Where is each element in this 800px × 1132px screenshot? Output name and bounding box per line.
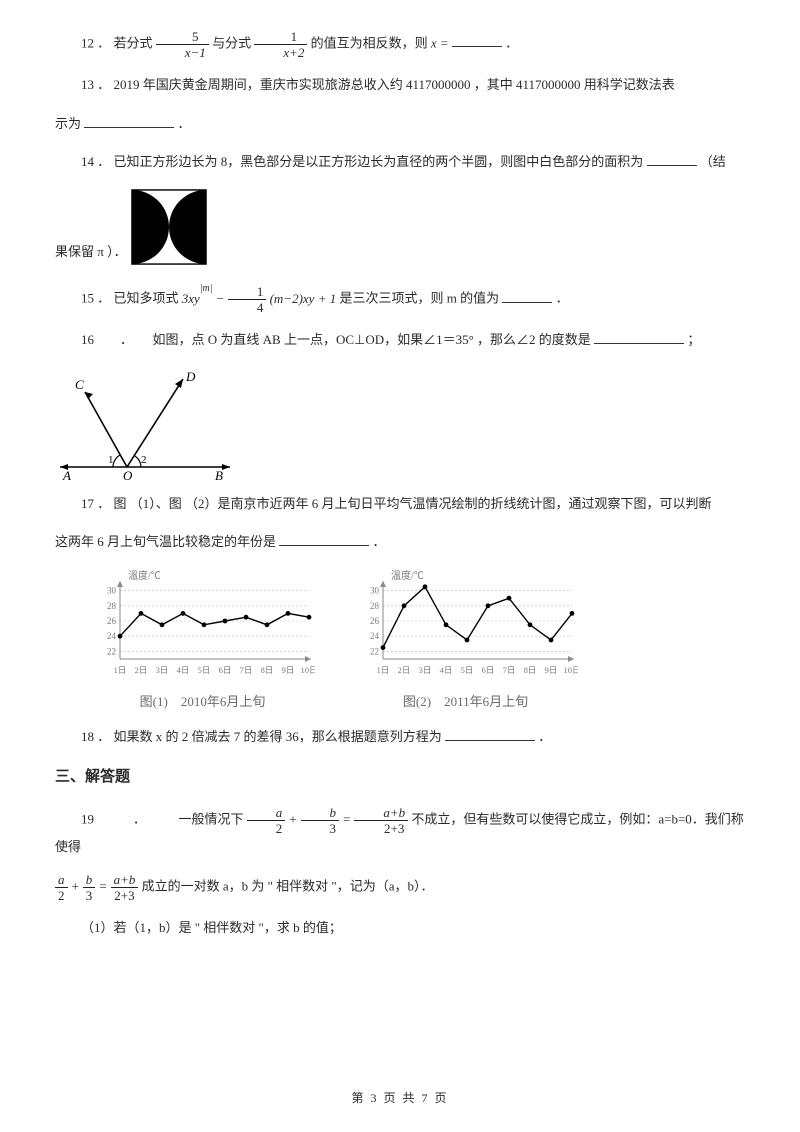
q14-l2: 果保留 π ）．	[55, 189, 745, 265]
q17-chart2-svg: 溫度/℃ 22 24 26 28 30 1日 2日 3日 4日 5日 6日 7日 8日 9日 10日	[353, 569, 578, 679]
q14-blank	[647, 152, 697, 166]
q17-l1: 17 ． 图 （1）、图 （2）是南京市近两年 6 月上旬日平均气温情况绘制的折…	[55, 492, 745, 517]
svg-text:7日: 7日	[240, 665, 253, 675]
svg-text:30: 30	[107, 586, 117, 596]
q15: 15 ． 已知多项式 3xy|m| − 14 (m−2)xy + 1 是三次三项…	[55, 285, 745, 314]
q13-l1: 13 ． 2019 年国庆黄金周期间，重庆市实现旅游总收入约 411700000…	[55, 73, 745, 98]
q12-frac2: 1 x+2	[254, 30, 307, 59]
svg-text:D: D	[185, 369, 196, 384]
q16-blank	[594, 330, 684, 344]
svg-text:6日: 6日	[482, 665, 495, 675]
q14-figure	[127, 189, 211, 265]
q13-l2: 示为 ．	[55, 112, 745, 137]
q16-text: 16 ． 如图，点 O 为直线 AB 上一点，OC⊥OD，如果∠1＝35° ，那…	[55, 328, 745, 353]
q12-sfx2: ．	[505, 35, 518, 50]
q17-l2: 这两年 6 月上旬气温比较稳定的年份是 ．	[55, 530, 745, 555]
q12-frac1: 5 x−1	[156, 30, 209, 59]
q12-xeq: x =	[431, 35, 449, 50]
svg-text:24: 24	[370, 631, 380, 641]
q17-chart2-caption: 图(2) 2011年6月上旬	[353, 690, 578, 715]
section3-head: 三、解答题	[55, 763, 745, 792]
svg-text:28: 28	[107, 601, 117, 611]
q15-expr: 3xy|m| − 14 (m−2)xy + 1	[182, 291, 340, 306]
svg-text:2: 2	[141, 454, 147, 466]
svg-text:溫度/℃: 溫度/℃	[391, 569, 424, 582]
svg-text:28: 28	[370, 601, 380, 611]
svg-text:B: B	[215, 468, 223, 482]
svg-text:10日: 10日	[563, 665, 578, 675]
svg-text:1日: 1日	[377, 665, 390, 675]
q18: 18 ． 如果数 x 的 2 倍减去 7 的差得 36，那么根据题意列方程为 ．	[55, 725, 745, 750]
q17-charts: 溫度/℃ 22 24 26 28 30 1日 2日 3日 4日 5日 6日 7日 8日 9日 10日 图(1)…	[90, 569, 745, 714]
svg-text:22: 22	[370, 647, 379, 657]
q16-figure: A B C D O 1 2	[55, 367, 245, 482]
q17-chart1-caption: 图(1) 2010年6月上旬	[90, 690, 315, 715]
svg-text:26: 26	[107, 616, 117, 626]
q12-prefix: 12 ． 若分式	[81, 35, 156, 50]
svg-text:C: C	[75, 377, 84, 392]
svg-text:6日: 6日	[219, 665, 232, 675]
q12: 12 ． 若分式 5 x−1 与分式 1 x+2 的值互为相反数，则 x = ．	[55, 30, 745, 59]
q19-l1: 19 ． 一般情况下 a2 + b3 = a+b2+3 不成立，但有些数可以使得…	[55, 806, 745, 860]
q19-l2: a2 + b3 = a+b2+3 成立的一对数 a，b 为 " 相伴数对 "，记…	[55, 873, 745, 902]
svg-text:22: 22	[107, 647, 116, 657]
svg-text:1: 1	[108, 454, 114, 466]
q17-chart2: 溫度/℃ 22 24 26 28 30 1日 2日 3日 4日 5日 6日 7日 8日 9日 10日 图(2)…	[353, 569, 578, 714]
svg-text:5日: 5日	[461, 665, 474, 675]
q12-mid: 与分式	[212, 35, 254, 50]
q19-l3: （1）若（1，b）是 " 相伴数对 "，求 b 的值；	[55, 916, 745, 941]
q15-blank	[502, 289, 552, 303]
svg-text:2日: 2日	[135, 665, 148, 675]
q12-blank	[452, 33, 502, 47]
q17-blank	[279, 532, 369, 546]
q17-chart1-svg: 溫度/℃ 22 24 26 28 30 1日 2日 3日 4日 5日 6日 7日 8日 9日 10日	[90, 569, 315, 679]
svg-text:溫度/℃: 溫度/℃	[128, 569, 161, 582]
svg-text:24: 24	[107, 631, 117, 641]
q18-blank	[445, 727, 535, 741]
svg-text:3日: 3日	[156, 665, 169, 675]
svg-text:8日: 8日	[261, 665, 274, 675]
page-footer: 第 3 页 共 7 页	[0, 1087, 800, 1110]
svg-text:A: A	[62, 468, 71, 482]
svg-text:4日: 4日	[440, 665, 453, 675]
svg-text:26: 26	[370, 616, 380, 626]
svg-text:10日: 10日	[300, 665, 315, 675]
svg-text:9日: 9日	[545, 665, 558, 675]
svg-text:1日: 1日	[114, 665, 127, 675]
q14-l1: 14 ． 已知正方形边长为 8，黑色部分是以正方形边长为直径的两个半圆，则图中白…	[55, 150, 745, 175]
svg-text:2日: 2日	[398, 665, 411, 675]
svg-text:8日: 8日	[524, 665, 537, 675]
svg-text:5日: 5日	[198, 665, 211, 675]
svg-text:30: 30	[370, 586, 380, 596]
svg-text:O: O	[123, 468, 133, 482]
q13-blank	[84, 114, 174, 128]
svg-text:7日: 7日	[503, 665, 516, 675]
svg-text:4日: 4日	[177, 665, 190, 675]
svg-text:3日: 3日	[419, 665, 432, 675]
svg-text:9日: 9日	[282, 665, 295, 675]
q17-chart1: 溫度/℃ 22 24 26 28 30 1日 2日 3日 4日 5日 6日 7日 8日 9日 10日 图(1)…	[90, 569, 315, 714]
q12-suffix1: 的值互为相反数，则	[311, 35, 431, 50]
